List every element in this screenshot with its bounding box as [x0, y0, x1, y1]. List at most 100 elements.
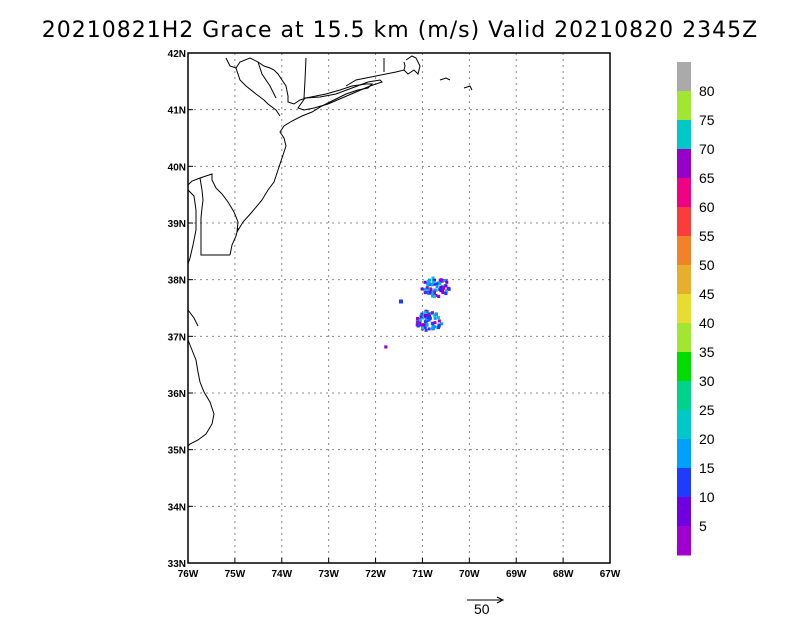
wind-pixel	[447, 286, 451, 290]
wind-pixel	[422, 325, 426, 329]
wind-pixel	[431, 276, 435, 280]
reference-vector: 50	[467, 596, 505, 617]
wind-pixel	[439, 289, 443, 293]
wind-pixel	[433, 290, 436, 294]
colorbar-swatch	[677, 352, 691, 382]
wind-pixel	[432, 295, 436, 299]
colorbar-swatch	[677, 323, 691, 353]
map-frame	[187, 52, 611, 564]
wind-pixel	[440, 322, 444, 326]
wind-pixel	[433, 278, 437, 282]
wind-pixel	[442, 286, 446, 290]
wind-pixel	[427, 327, 431, 331]
wind-pixel	[437, 326, 440, 330]
lat-tick-label: 36N	[168, 389, 186, 400]
wind-pixel	[420, 287, 424, 291]
wind-pixel	[444, 291, 448, 295]
wind-pixel	[435, 285, 439, 289]
wind-pixel	[418, 318, 422, 322]
colorbar-swatch	[677, 120, 691, 150]
wind-pixel	[426, 283, 430, 287]
lat-tick-label: 40N	[168, 162, 186, 173]
wind-pixel	[416, 324, 420, 328]
wind-pixel	[444, 284, 448, 288]
colorbar-label: 25	[699, 402, 715, 418]
lat-tick-label: 38N	[168, 276, 186, 287]
wind-pixel	[423, 320, 427, 324]
lon-tick-label: 70W	[459, 569, 480, 580]
lat-tick-label: 42N	[168, 49, 186, 60]
wind-pixel	[433, 316, 437, 320]
wind-pixel	[428, 278, 431, 282]
colorbar-swatch	[677, 439, 691, 469]
wind-pixel	[435, 282, 439, 286]
colorbar-label: 50	[699, 257, 715, 273]
colorbar-swatch	[677, 207, 691, 237]
wind-pixel	[430, 321, 434, 325]
chart-title: 20210821H2 Grace at 15.5 km (m/s) Valid …	[41, 18, 759, 43]
colorbar-label: 20	[699, 431, 715, 447]
lat-tick-label: 35N	[168, 446, 186, 457]
wind-speed-field	[384, 276, 451, 349]
colorbar-label: 65	[699, 170, 715, 186]
colorbar-swatch	[677, 497, 691, 527]
wind-pixel	[443, 279, 447, 282]
colorbar-label: 60	[699, 199, 715, 215]
lat-tick-label: 37N	[168, 332, 186, 343]
wind-pixel	[424, 313, 428, 317]
wind-pixel	[420, 323, 424, 327]
wind-pixel	[427, 312, 431, 316]
wind-pixel	[439, 285, 443, 289]
colorbar-label: 5	[699, 518, 707, 534]
colorbar-swatch	[677, 178, 691, 208]
wind-pixel	[437, 323, 441, 327]
wind-pixel	[426, 288, 430, 291]
wind-pixel	[424, 328, 428, 332]
colorbar-label: 80	[699, 83, 715, 99]
lon-tick-label: 73W	[318, 569, 339, 580]
wind-pixel	[423, 310, 427, 314]
wind-pixel	[431, 325, 435, 328]
colorbar-label: 70	[699, 141, 715, 157]
wind-pixel	[433, 288, 437, 292]
colorbar-label: 30	[699, 373, 715, 389]
wind-pixel	[435, 313, 438, 317]
longitude-tick-labels: 76W 75W 74W 73W 72W 71W 70W 69W 68W 67W	[178, 558, 621, 580]
wind-pixel	[437, 295, 441, 298]
lon-tick-label: 67W	[600, 569, 621, 580]
wind-pixel	[433, 321, 437, 325]
colorbar-label: 10	[699, 489, 715, 505]
wind-pixel	[422, 323, 426, 327]
colorbar-label: 55	[699, 228, 715, 244]
wind-pixel	[428, 317, 432, 320]
wind-pixel	[384, 345, 388, 349]
wind-pixel	[439, 279, 443, 283]
wind-pixel	[431, 294, 435, 298]
colorbar-label: 45	[699, 286, 715, 302]
lon-tick-label: 69W	[506, 569, 527, 580]
wind-pixel	[430, 311, 434, 315]
lon-tick-label: 74W	[271, 569, 292, 580]
lon-tick-label: 75W	[225, 569, 246, 580]
colorbar-swatch	[677, 149, 691, 179]
colorbar-swatch	[677, 410, 691, 440]
wind-pixel	[438, 282, 442, 286]
wind-pixel	[426, 316, 430, 320]
wind-pixel	[429, 288, 433, 292]
wind-pixel	[441, 289, 445, 293]
wind-pixel	[425, 281, 429, 285]
wind-pixel	[434, 293, 438, 297]
lon-tick-label: 71W	[412, 569, 433, 580]
lat-tick-label: 41N	[168, 106, 186, 117]
wind-pixel	[432, 326, 435, 330]
colorbar-swatch	[677, 468, 691, 498]
colorbar-label: 15	[699, 460, 715, 476]
wind-pixel	[432, 282, 436, 286]
colorbar-label: 35	[699, 344, 715, 360]
reference-vector-label: 50	[474, 601, 490, 617]
wind-pixel	[424, 291, 428, 294]
wind-pixel	[425, 323, 429, 327]
colorbar-label: 75	[699, 112, 715, 128]
wind-pixel	[423, 280, 427, 284]
